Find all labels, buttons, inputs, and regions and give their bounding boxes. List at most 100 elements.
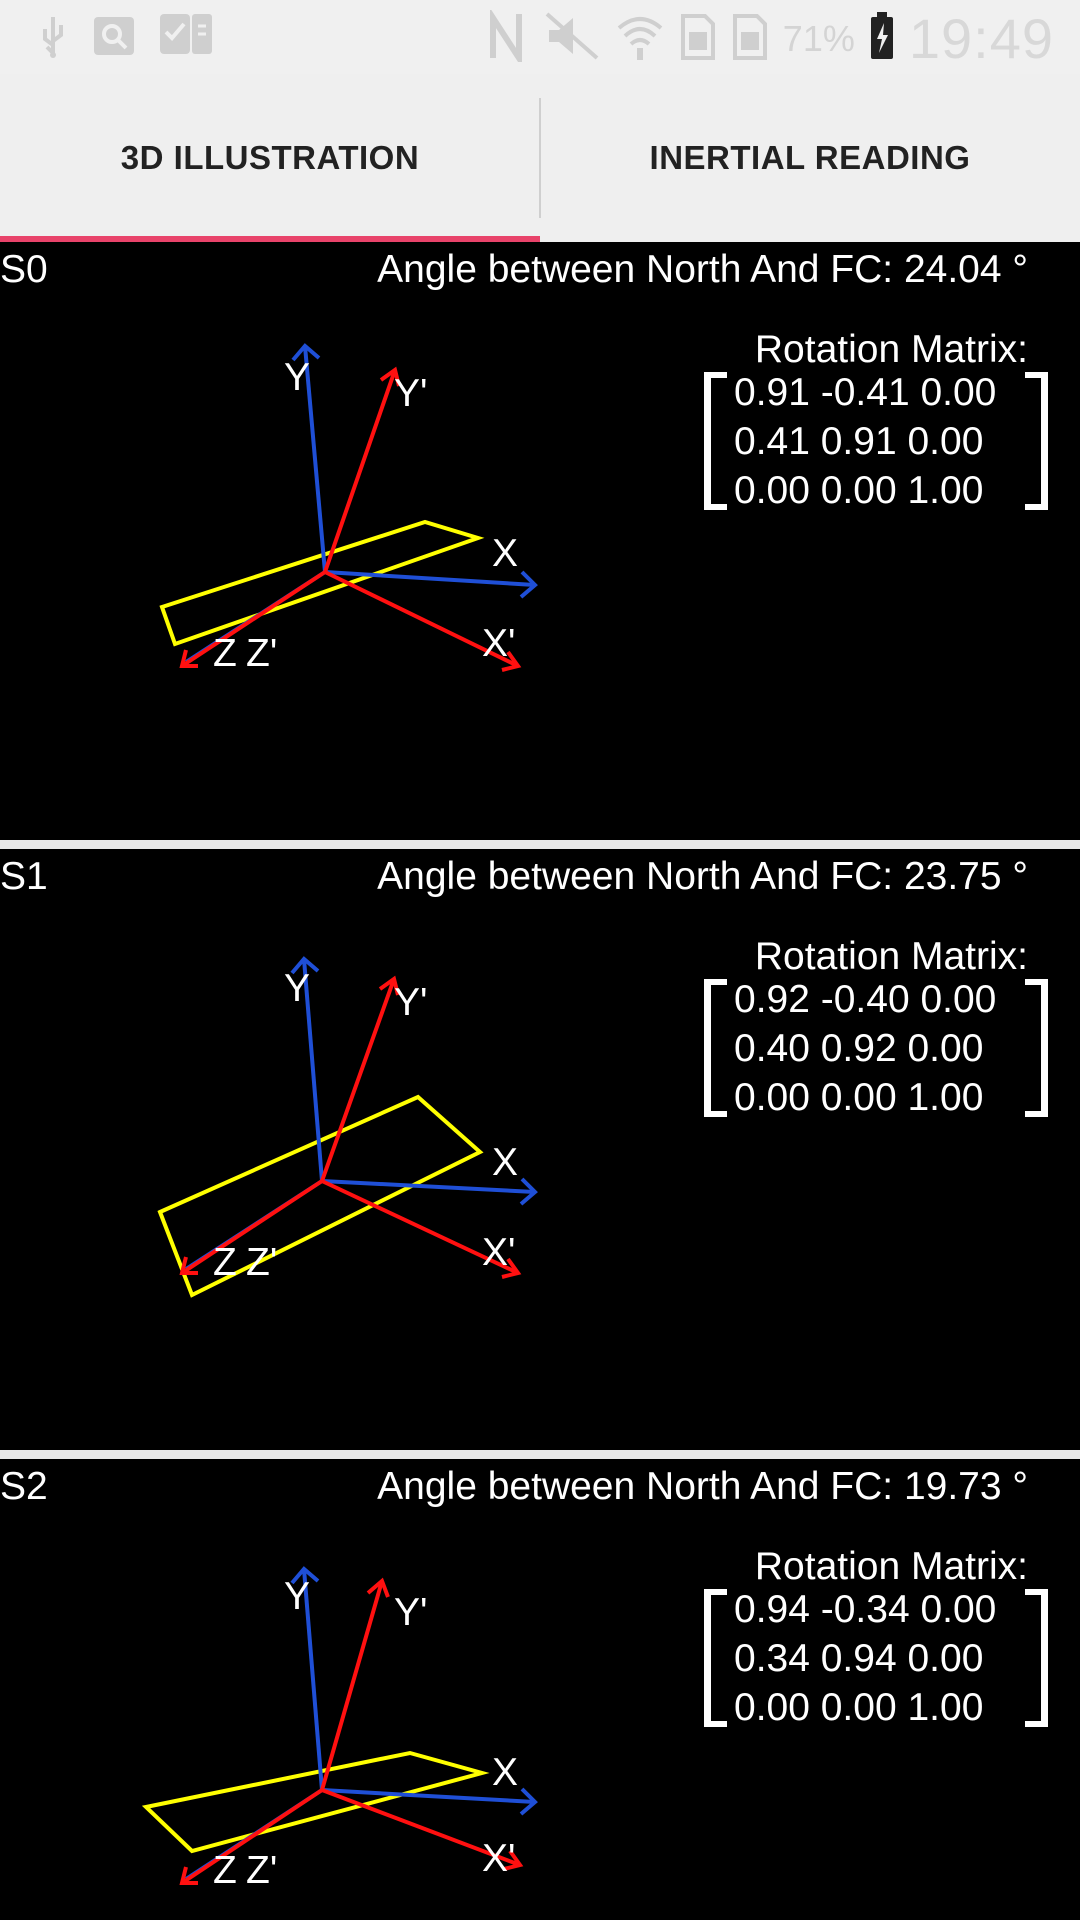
sensor-plane [141, 1750, 490, 1854]
axis-y-prime-arrow [379, 366, 401, 387]
axis-label-z-prime: Z' [246, 632, 277, 675]
matrix-left-bracket [704, 372, 727, 510]
status-right-icons: 71% 19:49 [489, 6, 1054, 71]
axis-label-z: Z [213, 1241, 237, 1284]
axis-z-prime [180, 1788, 324, 1885]
axis-x-arrow [519, 570, 538, 599]
rotation-matrix: 0.91 -0.41 0.00 0.41 0.91 0.00 0.00 0.00… [704, 371, 1048, 512]
rotation-matrix: 0.94 -0.34 0.00 0.34 0.94 0.00 0.00 0.00… [704, 1588, 1048, 1729]
axis-y-prime-arrow [378, 975, 400, 996]
axis-z-prime [180, 1179, 324, 1275]
tab-3d-illustration[interactable]: 3D ILLUSTRATION [0, 74, 540, 242]
axis-z-prime-arrow [179, 649, 198, 668]
wifi-icon [615, 10, 665, 67]
battery-percent: 71% [782, 17, 855, 59]
sensor-id: S1 [0, 855, 48, 898]
sim2-icon [731, 10, 769, 67]
axis-x-prime [321, 1179, 519, 1275]
matrix-row: 0.00 0.00 1.00 [734, 469, 984, 512]
axis-y [302, 1568, 324, 1791]
rotation-matrix-title: Rotation Matrix: [754, 935, 1028, 978]
axis-z-prime [180, 570, 327, 668]
axes-illustration: Y Y' X X' Z Z' [159, 343, 538, 675]
matrix-rows: 0.92 -0.40 0.00 0.40 0.92 0.00 0.00 0.00… [734, 975, 996, 1122]
axis-y [302, 958, 324, 1182]
axis-z-prime-arrow [179, 1256, 198, 1275]
mute-icon [543, 10, 601, 67]
sensor-panel-s2: Y Y' X X' Z Z' S2 Angle between North An… [0, 1459, 1080, 1920]
matrix-row: 0.00 0.00 1.00 [734, 1076, 984, 1119]
axis-x-prime-arrow [501, 650, 522, 672]
matrix-row: 0.34 0.94 0.00 [734, 1637, 984, 1680]
tab-bar: 3D ILLUSTRATION INERTIAL READING [0, 74, 1080, 242]
matrix-right-bracket [1025, 1589, 1048, 1727]
axis-label-y: Y [284, 967, 310, 1010]
matrix-rows: 0.94 -0.34 0.00 0.34 0.94 0.00 0.00 0.00… [734, 1585, 996, 1732]
tab-inertial-reading-label: INERTIAL READING [649, 139, 971, 176]
axis-x-arrow [519, 1177, 538, 1206]
matrix-rows: 0.91 -0.41 0.00 0.41 0.91 0.00 0.00 0.00… [734, 368, 996, 515]
nfc-icon [489, 7, 529, 69]
axis-label-z-prime: Z' [246, 1241, 277, 1284]
matrix-left-bracket [704, 979, 727, 1117]
axes-illustration: Y Y' X X' Z Z' [157, 956, 538, 1298]
axis-label-x: X [492, 1751, 518, 1794]
sensor-panel-s1: Y Y' X X' Z Z' S1 Angle between North An… [0, 849, 1080, 1447]
axis-z-prime-arrow [179, 1866, 198, 1885]
rotation-matrix: 0.92 -0.40 0.00 0.40 0.92 0.00 0.00 0.00… [704, 978, 1048, 1119]
north-angle-text: Angle between North And FC: 19.73 ° [377, 1465, 1028, 1508]
matrix-row: 0.40 0.92 0.00 [734, 1027, 984, 1070]
axis-y-arrow [290, 956, 320, 975]
panel-separator [0, 1450, 1080, 1459]
axis-label-x-prime: X' [482, 622, 515, 665]
rotation-matrix-title: Rotation Matrix: [754, 328, 1028, 371]
axis-x-prime [324, 570, 519, 668]
tab-divider [539, 98, 541, 218]
sim1-icon [679, 10, 717, 67]
axis-x [324, 570, 536, 587]
tab-3d-illustration-label: 3D ILLUSTRATION [120, 139, 420, 176]
axis-y [303, 345, 327, 573]
axis-y-prime [320, 1580, 384, 1791]
matrix-row: 0.91 -0.41 0.00 [734, 371, 997, 414]
matrix-row: 0.92 -0.40 0.00 [734, 978, 997, 1021]
axis-y-prime [323, 369, 397, 573]
tab-inertial-reading[interactable]: INERTIAL READING [540, 74, 1080, 242]
axis-label-z: Z [213, 1849, 237, 1892]
panel-separator [0, 840, 1080, 849]
axis-label-x-prime: X' [482, 1231, 515, 1274]
sensor-panel-s0: Y Y' X X' Z Z' S0 Angle between North An… [0, 242, 1080, 840]
axis-x-prime-arrow [503, 1849, 524, 1871]
axis-label-y-prime: Y' [394, 1591, 427, 1634]
axis-x-arrow [519, 1787, 538, 1816]
axis-label-x-prime: X' [482, 1837, 515, 1880]
rotation-matrix-title: Rotation Matrix: [754, 1545, 1028, 1588]
sensor-id: S0 [0, 248, 48, 291]
axis-label-z: Z [213, 632, 237, 675]
axis-x [321, 1179, 536, 1194]
axis-x-prime-arrow [501, 1257, 522, 1279]
axis-label-y-prime: Y' [394, 372, 427, 415]
clock-time: 19:49 [908, 7, 1054, 70]
sensor-plane [157, 1094, 484, 1298]
axis-y-arrow [290, 1566, 320, 1585]
axis-label-y: Y [284, 356, 310, 399]
axis-label-x: X [492, 532, 518, 575]
matrix-left-bracket [704, 1589, 727, 1727]
axis-y-arrow [291, 343, 321, 362]
axis-x [321, 1788, 536, 1804]
battery-charging-icon [869, 11, 895, 66]
search-icon [92, 13, 136, 64]
status-bar: 71% 19:49 [0, 0, 1080, 74]
matrix-row: 0.00 0.00 1.00 [734, 1686, 984, 1729]
axis-y-prime-arrow [366, 1577, 390, 1598]
matrix-right-bracket [1025, 372, 1048, 510]
sensor-id: S2 [0, 1465, 48, 1508]
selected-tab-indicator [0, 236, 540, 242]
matrix-row: 0.41 0.91 0.00 [734, 420, 984, 463]
axes-illustration: Y Y' X X' Z Z' [141, 1566, 538, 1892]
status-left-icons [36, 10, 214, 67]
usb-icon [36, 13, 70, 64]
axis-x-prime [321, 1788, 521, 1867]
matrix-right-bracket [1025, 979, 1048, 1117]
